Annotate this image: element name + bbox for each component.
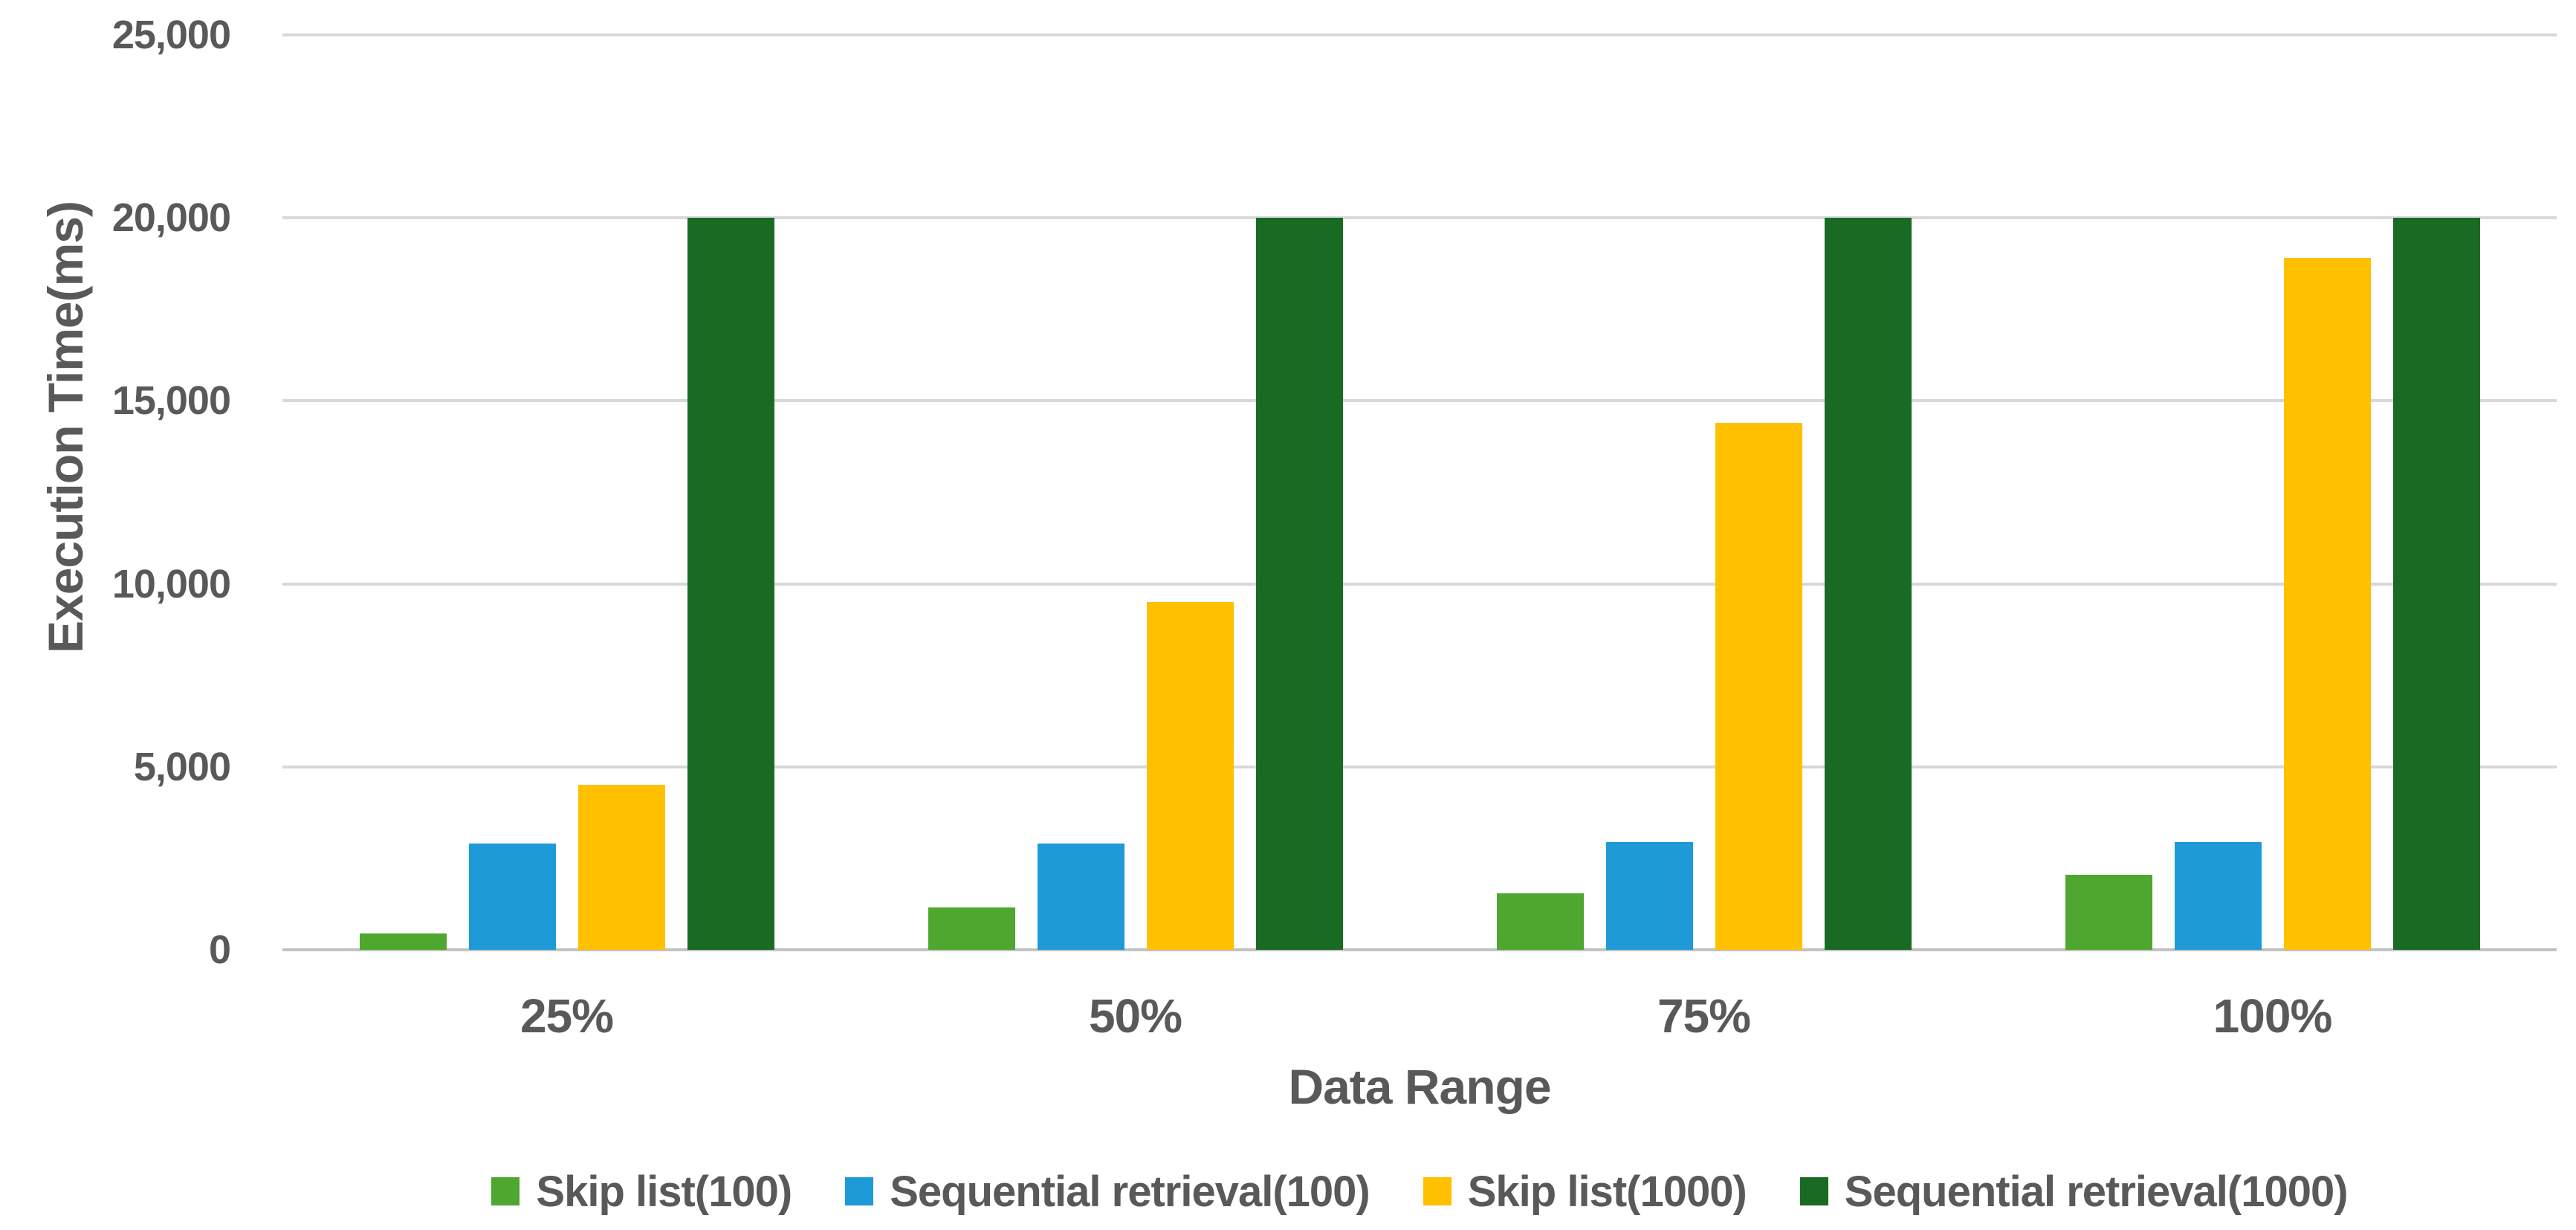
bar-Skip list(100)-25% (359, 933, 447, 950)
bar-Skip list(100)-75% (1496, 893, 1584, 950)
legend-label: Skip list(100) (536, 1167, 792, 1216)
bar-group-25% (282, 35, 851, 950)
x-tick-label: 75% (1657, 989, 1751, 1043)
y-tick-label: 25,000 (111, 13, 231, 57)
bar-Sequential retrieval(100)-75% (1605, 841, 1693, 950)
y-tick-label: 0 (208, 928, 231, 972)
gridline (282, 33, 2557, 36)
bar-Sequential retrieval(1000)-25% (687, 218, 774, 950)
y-tick-label: 20,000 (111, 195, 231, 241)
bar-Sequential retrieval(1000)-75% (1824, 218, 1912, 950)
bar-Sequential retrieval(1000)-100% (2392, 218, 2480, 950)
bar-Sequential retrieval(100)-50% (1037, 844, 1124, 950)
legend-label: Sequential retrieval(1000) (1844, 1167, 2349, 1216)
x-tick-label: 50% (1088, 989, 1182, 1043)
x-axis-title: Data Range (1288, 1059, 1551, 1114)
legend-marker-icon (491, 1177, 520, 1205)
gridline (282, 399, 2557, 403)
x-axis-labels: 25% 50% 75% 100% (282, 988, 2557, 1048)
legend-item: Skip list(100) (491, 1167, 792, 1217)
bar-Skip list(100)-50% (928, 907, 1015, 950)
legend-item: Skip list(1000) (1423, 1167, 1747, 1217)
y-axis-labels: 25,000 20,000 15,000 10,000 5,000 0 (0, 13, 231, 972)
y-tick-label: 10,000 (111, 561, 231, 606)
y-tick-label: 5,000 (133, 744, 231, 789)
legend-item: Sequential retrieval(1000) (1799, 1167, 2349, 1217)
bar-Skip list(100)-100% (2065, 875, 2152, 950)
bar-group-100% (1988, 35, 2557, 950)
legend-label: Sequential retrieval(100) (890, 1167, 1370, 1216)
legend-label: Skip list(1000) (1467, 1167, 1747, 1216)
plot-area (282, 33, 2557, 951)
y-tick-label: 15,000 (111, 378, 231, 424)
chart-legend: Skip list(100) Sequential retrieval(100) S… (282, 1158, 2557, 1225)
x-tick-label: 25% (520, 989, 614, 1043)
x-axis-baseline (282, 948, 2557, 951)
bar-Sequential retrieval(1000)-50% (1255, 218, 1343, 950)
bar-Skip list(1000)-50% (1146, 602, 1234, 950)
legend-item: Sequential retrieval(100) (845, 1167, 1370, 1217)
legend-marker-icon (845, 1177, 874, 1205)
bar-group-50% (851, 35, 1420, 950)
bar-Skip list(1000)-75% (1715, 422, 1802, 950)
bar-Sequential retrieval(100)-100% (2174, 841, 2262, 950)
gridline (282, 582, 2557, 586)
legend-marker-icon (1423, 1177, 1452, 1205)
bar-Skip list(1000)-100% (2283, 258, 2371, 950)
x-tick-label: 100% (2213, 989, 2333, 1043)
gridline (282, 216, 2557, 220)
bar-group-75% (1420, 35, 1988, 950)
legend-marker-icon (1799, 1177, 1828, 1205)
bar-Sequential retrieval(100)-25% (468, 844, 556, 950)
gridline (282, 765, 2557, 768)
bar-Skip list(1000)-25% (577, 785, 665, 950)
